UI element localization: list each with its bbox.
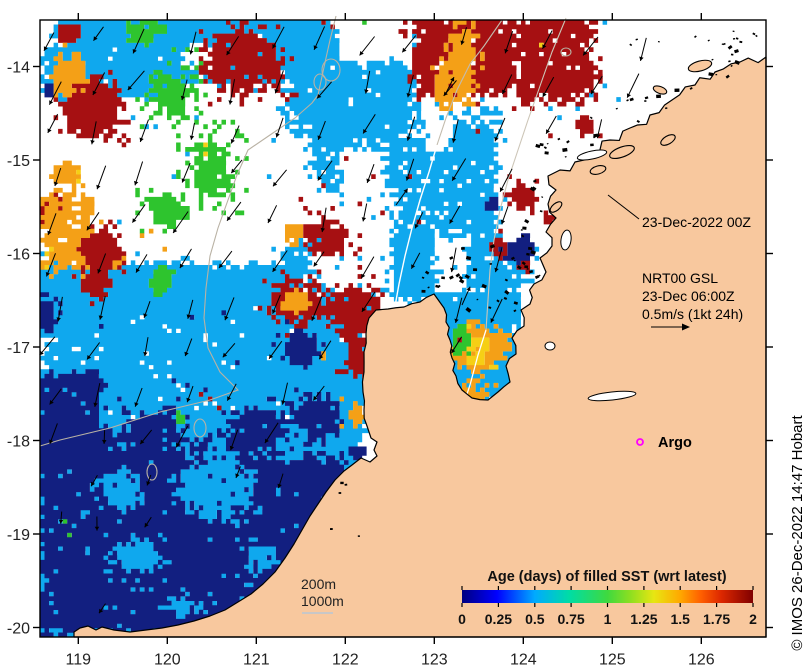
svg-text:-15: -15	[7, 153, 30, 170]
svg-text:122: 122	[332, 652, 359, 669]
svg-text:119: 119	[66, 652, 92, 669]
svg-text:121: 121	[243, 652, 270, 669]
svg-text:1: 1	[604, 611, 612, 627]
svg-text:-17: -17	[7, 340, 30, 357]
svg-text:126: 126	[688, 652, 715, 669]
svg-text:120: 120	[154, 652, 181, 669]
svg-text:1.5: 1.5	[670, 611, 690, 627]
svg-text:Age (days) of filled SST (wrt: Age (days) of filled SST (wrt latest)	[487, 569, 726, 585]
svg-text:0.5m/s (1kt 24h): 0.5m/s (1kt 24h)	[642, 306, 743, 322]
svg-text:Argo: Argo	[658, 435, 692, 451]
svg-text:23-Dec-2022 00Z: 23-Dec-2022 00Z	[642, 214, 751, 230]
svg-text:-16: -16	[7, 247, 30, 264]
svg-text:-14: -14	[7, 60, 30, 77]
svg-text:© IMOS 26-Dec-2022 14:47 Hobar: © IMOS 26-Dec-2022 14:47 Hobart	[789, 415, 806, 651]
svg-text:125: 125	[599, 652, 626, 669]
svg-text:124: 124	[510, 652, 537, 669]
svg-text:123: 123	[421, 652, 448, 669]
svg-text:1.75: 1.75	[703, 611, 730, 627]
svg-text:NRT00 GSL: NRT00 GSL	[642, 270, 718, 286]
svg-text:-18: -18	[7, 434, 30, 451]
svg-text:0.25: 0.25	[485, 611, 512, 627]
svg-text:0.75: 0.75	[557, 611, 584, 627]
svg-text:0: 0	[458, 611, 466, 627]
svg-text:2: 2	[749, 611, 757, 627]
svg-text:1.25: 1.25	[630, 611, 657, 627]
svg-text:-20: -20	[7, 621, 30, 638]
svg-text:1000m: 1000m	[301, 593, 344, 609]
svg-text:200m: 200m	[301, 576, 336, 592]
svg-text:-19: -19	[7, 527, 30, 544]
svg-text:23-Dec 06:00Z: 23-Dec 06:00Z	[642, 288, 735, 304]
svg-text:0.5: 0.5	[525, 611, 545, 627]
